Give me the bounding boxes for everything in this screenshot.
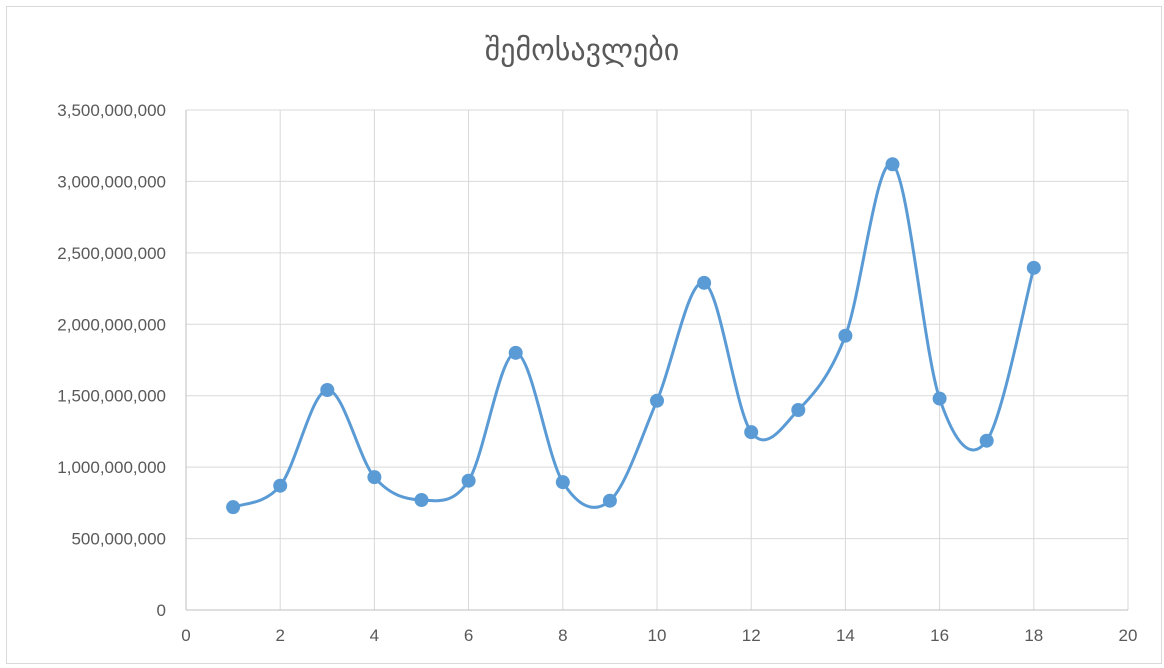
x-tick-label: 2	[275, 626, 284, 645]
x-tick-label: 16	[930, 626, 949, 645]
data-point	[461, 473, 476, 488]
series-line	[232, 162, 1036, 509]
data-point	[932, 391, 947, 406]
data-point	[885, 157, 900, 172]
x-axis-tick-labels: 0 2 4 6 8 10 12 14 16 18 20	[181, 626, 1137, 645]
y-tick-label: 2,500,000,000	[57, 244, 166, 263]
data-point	[367, 470, 382, 485]
x-tick-label: 4	[370, 626, 379, 645]
data-point	[414, 493, 429, 507]
data-point	[791, 403, 806, 417]
x-tick-label: 14	[836, 626, 855, 645]
chart-frame	[6, 6, 1162, 664]
y-tick-label: 1,500,000,000	[57, 387, 166, 406]
y-tick-label: 1,000,000,000	[57, 458, 166, 477]
data-point	[744, 425, 759, 440]
x-tick-label: 18	[1024, 626, 1043, 645]
x-tick-label: 12	[742, 626, 761, 645]
data-point	[650, 393, 664, 408]
x-tick-label: 6	[464, 626, 473, 645]
gridlines	[186, 109, 1129, 610]
y-tick-label: 500,000,000	[71, 530, 166, 549]
y-tick-label: 3,500,000,000	[57, 101, 166, 120]
data-points	[226, 157, 1041, 515]
x-tick-label: 20	[1119, 626, 1138, 645]
data-point	[320, 383, 335, 397]
data-point	[979, 433, 994, 448]
x-tick-label: 8	[558, 626, 567, 645]
y-tick-label: 0	[157, 601, 166, 620]
data-point	[1026, 260, 1041, 275]
series	[232, 162, 1036, 509]
data-point	[273, 478, 288, 493]
data-point	[838, 328, 853, 343]
chart-title: შემოსავლები	[485, 33, 680, 68]
y-tick-label: 3,000,000,000	[57, 172, 166, 191]
axes	[185, 110, 1128, 611]
data-point	[602, 493, 617, 508]
data-point	[508, 345, 523, 360]
y-axis-tick-labels: 0 500,000,000 1,000,000,000 1,500,000,000 2,…	[57, 101, 166, 620]
data-point	[555, 475, 570, 490]
data-point	[697, 275, 712, 290]
data-point	[226, 500, 241, 515]
y-tick-label: 2,000,000,000	[57, 315, 166, 334]
x-tick-label: 0	[181, 626, 190, 645]
x-tick-label: 10	[648, 626, 667, 645]
